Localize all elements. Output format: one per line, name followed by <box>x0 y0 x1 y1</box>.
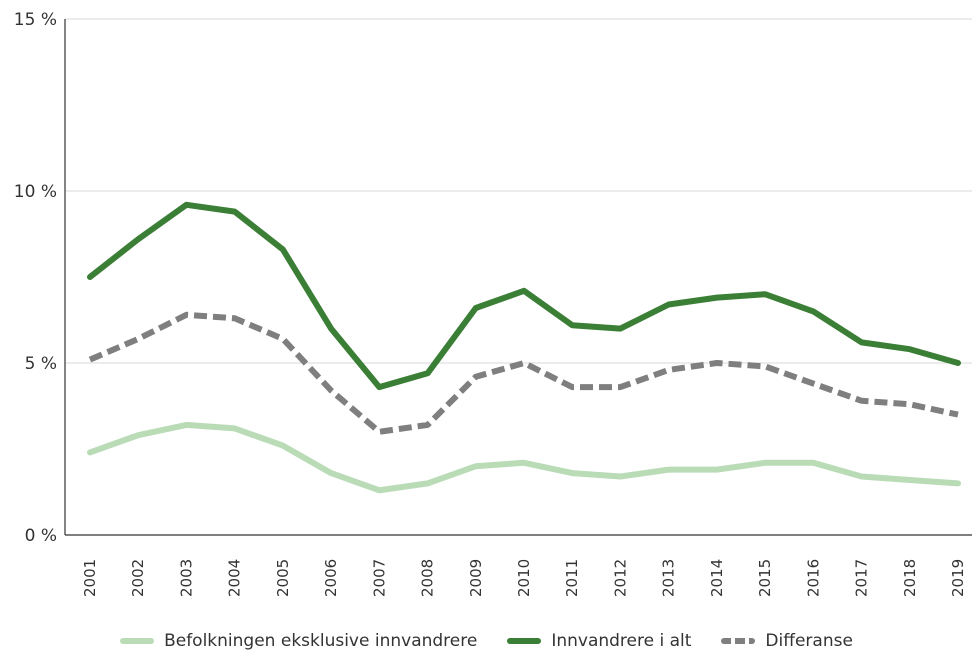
x-tick-label-2016: 2016 <box>804 559 822 597</box>
x-tick-label-2006: 2006 <box>322 559 340 597</box>
legend-swatch-innvandrere <box>507 638 542 644</box>
x-tick-label-2011: 2011 <box>563 559 581 597</box>
legend-swatch-befolkningen <box>120 638 155 644</box>
y-tick-label-5: 5 % <box>25 354 57 374</box>
grid-layer <box>65 18 972 364</box>
y-tick-label-0: 0 % <box>25 526 57 546</box>
series-line-befolkningen <box>87 421 961 494</box>
x-tick-label-2015: 2015 <box>756 559 774 597</box>
legend-item-befolkningen: Befolkningen eksklusive innvandrere <box>120 631 477 651</box>
series-line-differanse <box>88 311 959 435</box>
x-tick-label-2004: 2004 <box>226 559 244 597</box>
series-layer <box>87 201 961 494</box>
y-tick-label-10: 10 % <box>14 182 57 202</box>
legend-label-befolkningen: Befolkningen eksklusive innvandrere <box>164 631 478 651</box>
legend-label-innvandrere: Innvandrere i alt <box>551 631 692 651</box>
legend-item-differanse: Differanse <box>721 631 853 651</box>
x-tick-label-2008: 2008 <box>419 559 437 597</box>
legend-item-innvandrere: Innvandrere i alt <box>507 631 691 651</box>
x-tick-label-2017: 2017 <box>853 559 871 597</box>
axis-layer <box>64 19 972 536</box>
x-tick-label-2001: 2001 <box>81 559 99 597</box>
x-tick-label-2018: 2018 <box>901 559 919 597</box>
x-tick-label-2009: 2009 <box>467 559 485 597</box>
x-tick-label-2014: 2014 <box>708 559 726 597</box>
legend: Befolkningen eksklusive innvandrere Innv… <box>0 624 973 658</box>
x-tick-label-2005: 2005 <box>274 559 292 597</box>
label-layer: 0 % 5 % 10 % 15 % 2001 2002 2003 2004 2005 2006 20… <box>14 10 967 597</box>
legend-label-differanse: Differanse <box>765 631 853 651</box>
y-tick-label-15: 15 % <box>14 10 57 30</box>
x-tick-label-2019: 2019 <box>949 559 967 597</box>
legend-swatch-differanse <box>721 638 756 644</box>
series-line-innvandrere <box>87 201 961 391</box>
x-tick-label-2012: 2012 <box>611 559 629 597</box>
x-tick-label-2013: 2013 <box>660 559 678 597</box>
x-tick-label-2007: 2007 <box>370 559 388 597</box>
x-tick-label-2010: 2010 <box>515 559 533 597</box>
x-tick-label-2002: 2002 <box>129 559 147 597</box>
x-tick-label-2003: 2003 <box>177 559 195 597</box>
